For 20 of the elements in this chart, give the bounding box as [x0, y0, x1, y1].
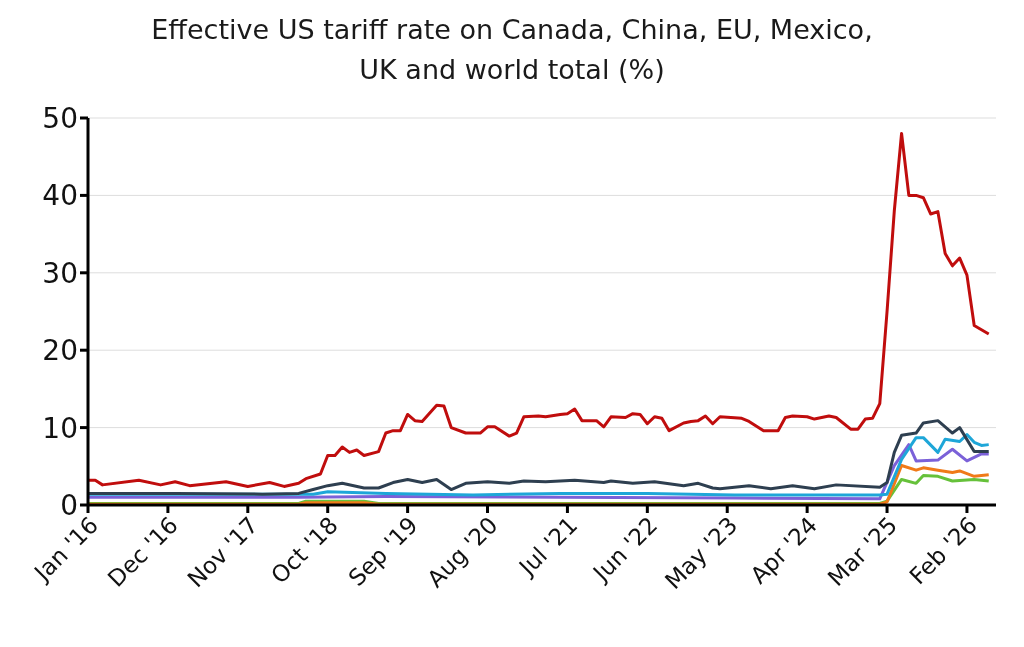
x-tick-label: Feb '26: [904, 511, 983, 590]
y-tick-label: 10: [42, 411, 78, 445]
y-tick-label: 40: [42, 179, 78, 213]
x-tick-label: Jul '21: [512, 511, 583, 582]
x-tick-label: Mar '25: [822, 511, 903, 592]
line-series: [88, 131, 991, 488]
x-tick-label: Nov '17: [182, 511, 263, 593]
line-series: [88, 443, 991, 501]
chart-title: Effective US tariff rate on Canada, China, EU, Mexico, UK and world total (%): [151, 14, 873, 85]
y-tick-label: 20: [42, 334, 78, 368]
x-tick-label: Sep '19: [343, 511, 423, 592]
line-series: [88, 419, 991, 496]
y-tick-label: 50: [42, 101, 78, 135]
line-series: [88, 464, 991, 505]
y-tick-label: 0: [60, 488, 78, 522]
x-tick-label: Apr '24: [745, 511, 823, 589]
x-tick-label: Oct '18: [265, 511, 343, 589]
x-tick-label: Dec '16: [102, 511, 183, 592]
x-tick-label: Jun '22: [586, 511, 663, 588]
y-tick-label: 30: [42, 256, 78, 290]
